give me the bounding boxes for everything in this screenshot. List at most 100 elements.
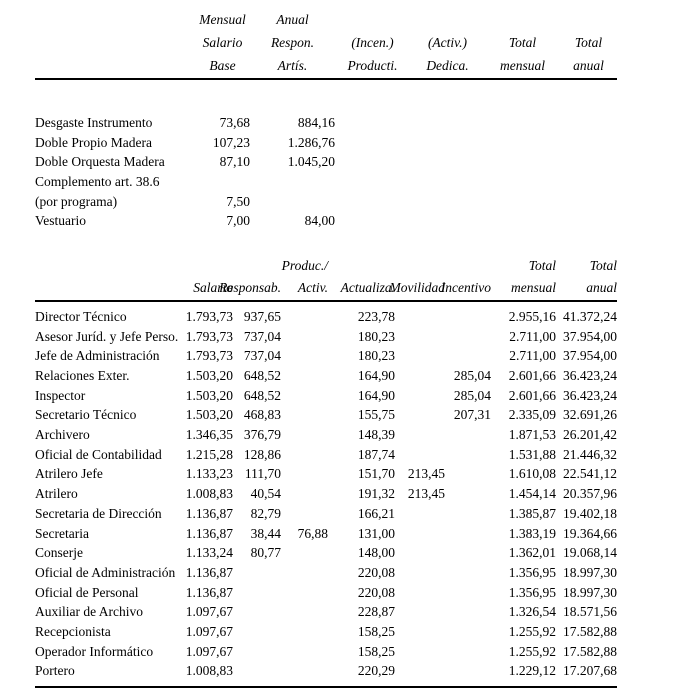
value-text: 131,00 xyxy=(357,525,395,541)
value-cell: 1.136,87 xyxy=(179,504,233,524)
column-header-line: Base xyxy=(195,54,250,77)
table-row: Complemento art. 38.6 xyxy=(35,172,675,192)
value-cell xyxy=(395,386,445,406)
value-cell xyxy=(445,524,491,544)
column-header-line: Salario xyxy=(195,31,250,54)
row-label-text: Secretaria xyxy=(35,525,89,541)
value-cell xyxy=(395,543,445,563)
value-cell xyxy=(445,602,491,622)
value-cell: 191,32 xyxy=(328,484,395,504)
value-cell: 228,87 xyxy=(328,602,395,622)
value-text: 1.133,23 xyxy=(185,466,233,482)
value-cell xyxy=(395,642,445,662)
column-header-text: Producti. xyxy=(347,57,398,73)
value-cell xyxy=(281,642,328,662)
column-header-line: Movilidad xyxy=(390,277,446,299)
value-cell: 80,77 xyxy=(233,543,281,563)
value-text: 148,00 xyxy=(357,545,395,561)
value-cell: 18.997,30 xyxy=(556,563,617,583)
value-cell: 1.346,35 xyxy=(179,425,233,445)
value-cell xyxy=(485,211,560,231)
value-cell xyxy=(395,583,445,603)
value-cell xyxy=(281,602,328,622)
value-cell: 20.357,96 xyxy=(556,484,617,504)
value-cell: 737,04 xyxy=(233,347,281,367)
value-text: 2.955,16 xyxy=(508,308,556,324)
value-text: 1.136,87 xyxy=(185,525,233,541)
value-text: 19.402,18 xyxy=(563,505,617,521)
value-cell: 1.385,87 xyxy=(491,504,556,524)
table-row: Recepcionista 1.097,67 158,25 1.255,92 17.58… xyxy=(35,622,675,642)
column-header-text: mensual xyxy=(500,57,545,73)
value-cell: 1.215,28 xyxy=(179,445,233,465)
row-label-text: Relaciones Exter. xyxy=(35,368,130,384)
value-text: 17.582,88 xyxy=(563,643,617,659)
value-cell: 1.356,95 xyxy=(491,563,556,583)
value-cell: 1.136,87 xyxy=(179,563,233,583)
value-text: 213,45 xyxy=(407,466,445,482)
value-cell xyxy=(281,583,328,603)
value-cell xyxy=(410,113,485,133)
table-row: Oficial de Administración 1.136,87 220,08 1… xyxy=(35,563,675,583)
value-cell: 468,83 xyxy=(233,406,281,426)
value-text: 1.255,92 xyxy=(508,643,556,659)
value-cell: 1.503,20 xyxy=(179,386,233,406)
column-header-line: mensual xyxy=(491,277,556,299)
row-label: Portero xyxy=(35,662,179,682)
value-cell xyxy=(485,172,560,192)
value-cell xyxy=(395,406,445,426)
value-cell: 131,00 xyxy=(328,524,395,544)
column-header-line: Producti. xyxy=(335,54,410,77)
value-cell: 1.008,83 xyxy=(179,484,233,504)
column-header-line xyxy=(328,255,395,277)
value-text: 128,86 xyxy=(243,446,281,462)
value-cell: 1.255,92 xyxy=(491,622,556,642)
table-row: Auxiliar de Archivo 1.097,67 228,87 1.326,5… xyxy=(35,602,675,622)
row-label: Desgaste Instrumento xyxy=(35,113,195,133)
column-header-text: Respon. xyxy=(270,34,315,50)
column-header-text: anual xyxy=(586,280,617,296)
value-text: 213,45 xyxy=(407,486,445,502)
column-header-line xyxy=(410,8,485,31)
value-cell xyxy=(395,327,445,347)
supplements-table: Mensual Salario Base Anual Respon. Artís. (Inc… xyxy=(0,8,675,231)
row-label: Archivero xyxy=(35,425,179,445)
column-header-line: Actualiza. xyxy=(328,277,395,299)
row-label: Vestuario xyxy=(35,211,195,231)
value-text: 1.610,08 xyxy=(508,466,556,482)
column-header-line: Artís. xyxy=(250,54,335,77)
column-header-text: (Activ.) xyxy=(427,34,468,50)
value-text: 2.601,66 xyxy=(508,387,556,403)
value-cell: 26.201,42 xyxy=(556,425,617,445)
value-text: 285,04 xyxy=(453,368,491,384)
value-cell xyxy=(445,662,491,682)
value-cell xyxy=(281,386,328,406)
value-cell: 19.364,66 xyxy=(556,524,617,544)
value-cell: 1.326,54 xyxy=(491,602,556,622)
table-row: Archivero 1.346,35 376,79 148,39 1.871,53 26.… xyxy=(35,425,675,445)
row-label: Doble Orquesta Madera xyxy=(35,152,195,172)
value-cell xyxy=(233,642,281,662)
row-label: Secretario Técnico xyxy=(35,406,179,426)
value-cell: 220,08 xyxy=(328,583,395,603)
column-header-text: Anual xyxy=(276,11,309,27)
value-cell xyxy=(560,152,617,172)
table-row: Secretario Técnico 1.503,20 468,83 155,75 20… xyxy=(35,406,675,426)
row-label: Complemento art. 38.6 xyxy=(35,172,195,192)
column-header-line xyxy=(395,255,445,277)
value-text: 1.286,76 xyxy=(287,134,335,150)
value-text: 1.385,87 xyxy=(508,505,556,521)
table-row: Secretaria de Dirección 1.136,87 82,79 166,… xyxy=(35,504,675,524)
supplements-table-header: Mensual Salario Base Anual Respon. Artís. (Inc… xyxy=(35,8,675,77)
value-text: 1.356,95 xyxy=(508,584,556,600)
value-text: 164,90 xyxy=(357,387,395,403)
table-row: Relaciones Exter. 1.503,20 648,52 164,90 285… xyxy=(35,366,675,386)
value-cell: 128,86 xyxy=(233,445,281,465)
value-text: 18.997,30 xyxy=(563,564,617,580)
value-text: 36.423,24 xyxy=(563,368,617,384)
value-cell xyxy=(445,563,491,583)
value-text: 1.097,67 xyxy=(185,643,233,659)
value-cell xyxy=(485,133,560,153)
value-cell: 19.068,14 xyxy=(556,543,617,563)
column-header-line: Responsab. xyxy=(219,277,281,299)
